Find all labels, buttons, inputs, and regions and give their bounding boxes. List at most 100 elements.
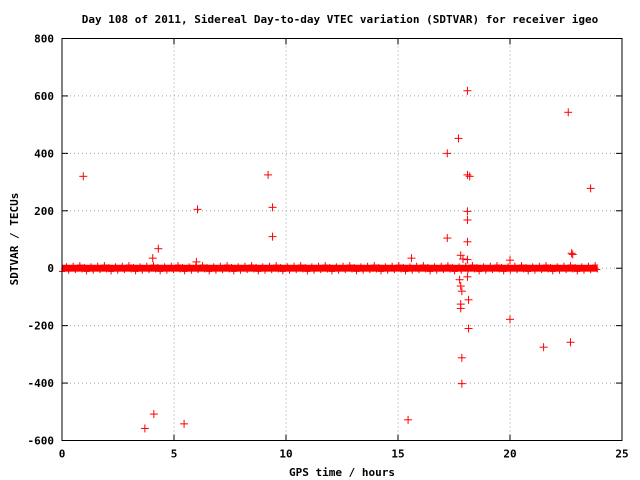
data-point <box>463 86 472 95</box>
data-point <box>458 255 467 264</box>
band-point <box>413 262 420 269</box>
band-point <box>357 263 364 270</box>
band-point <box>105 263 112 270</box>
y-tick-label: 200 <box>34 205 54 218</box>
band-point <box>150 262 157 269</box>
x-tick-label: 15 <box>391 448 404 461</box>
band-point <box>63 263 70 270</box>
data-points <box>79 86 595 433</box>
band-point <box>543 262 550 269</box>
band-point <box>420 262 427 269</box>
band-point <box>143 262 150 269</box>
data-point <box>457 287 466 296</box>
band-point <box>400 263 407 270</box>
band-point <box>505 263 512 270</box>
data-point <box>454 134 463 143</box>
data-point <box>457 379 466 388</box>
band-point <box>480 263 487 270</box>
band-point <box>199 262 206 269</box>
band-point <box>259 263 266 270</box>
band-point <box>493 262 500 269</box>
x-tick-label: 25 <box>615 448 628 461</box>
band-point <box>290 262 297 269</box>
band-point <box>554 263 561 270</box>
band-point <box>217 262 224 269</box>
data-point <box>148 254 157 263</box>
data-point <box>566 338 575 347</box>
data-point <box>464 324 473 333</box>
band-point <box>529 263 536 270</box>
band-point <box>346 262 353 269</box>
data-band <box>59 262 601 275</box>
data-point <box>149 410 158 419</box>
band-point <box>154 263 161 270</box>
y-tick-label: 800 <box>34 33 54 46</box>
grid <box>62 38 622 441</box>
band-point <box>130 263 137 270</box>
band-point <box>302 263 309 270</box>
band-point <box>462 262 469 269</box>
y-tick-label: 600 <box>34 90 54 103</box>
band-point <box>203 263 210 270</box>
y-tick-label: 0 <box>47 262 54 275</box>
band-point <box>248 262 255 269</box>
data-point <box>407 254 416 263</box>
data-point <box>192 257 201 266</box>
data-point <box>180 419 189 428</box>
data-point <box>539 343 548 352</box>
data-point <box>586 184 595 193</box>
band-point <box>308 263 315 270</box>
band-point <box>137 263 144 270</box>
y-tick-label: -400 <box>28 377 55 390</box>
band-point <box>315 262 322 269</box>
band-point <box>371 262 378 269</box>
data-point <box>463 170 472 179</box>
band-point <box>81 263 88 270</box>
band-point <box>511 262 518 269</box>
band-point <box>186 263 193 270</box>
x-tick-label: 5 <box>171 448 178 461</box>
band-point <box>585 262 592 269</box>
band-point <box>389 262 396 269</box>
band-point <box>101 262 108 269</box>
band-point <box>192 262 199 269</box>
band-point <box>235 263 242 270</box>
data-point <box>404 415 413 424</box>
band-point <box>473 263 480 270</box>
data-point <box>456 304 465 313</box>
data-point <box>193 205 202 214</box>
band-point <box>112 263 119 270</box>
band-point <box>444 262 451 269</box>
band-point <box>351 263 358 270</box>
band-point <box>76 262 83 269</box>
band-point <box>431 263 438 270</box>
band-point <box>333 263 340 270</box>
data-point <box>79 172 88 181</box>
band-point <box>364 262 371 269</box>
band-point <box>284 263 291 270</box>
data-point <box>464 295 473 304</box>
band-point <box>273 262 280 269</box>
data-point <box>455 275 464 284</box>
band-point <box>522 263 529 270</box>
band-point <box>536 262 543 269</box>
band-point <box>567 262 574 269</box>
y-tick-label: 400 <box>34 147 54 160</box>
chart-title: Day 108 of 2011, Sidereal Day-to-day VTE… <box>82 13 599 26</box>
data-point <box>456 282 465 291</box>
x-tick-label: 0 <box>59 448 66 461</box>
band-point <box>326 263 333 270</box>
band-point <box>424 263 431 270</box>
y-tick-label: -200 <box>28 320 55 333</box>
data-point <box>463 255 472 264</box>
data-point <box>140 424 149 433</box>
x-axis-label: GPS time / hours <box>289 466 395 479</box>
band-point <box>224 262 231 269</box>
band-point <box>228 263 235 270</box>
data-point <box>154 244 163 253</box>
data-point <box>443 234 452 243</box>
band-point <box>560 262 567 269</box>
data-point <box>463 237 472 246</box>
y-tick-label: -600 <box>28 435 55 448</box>
